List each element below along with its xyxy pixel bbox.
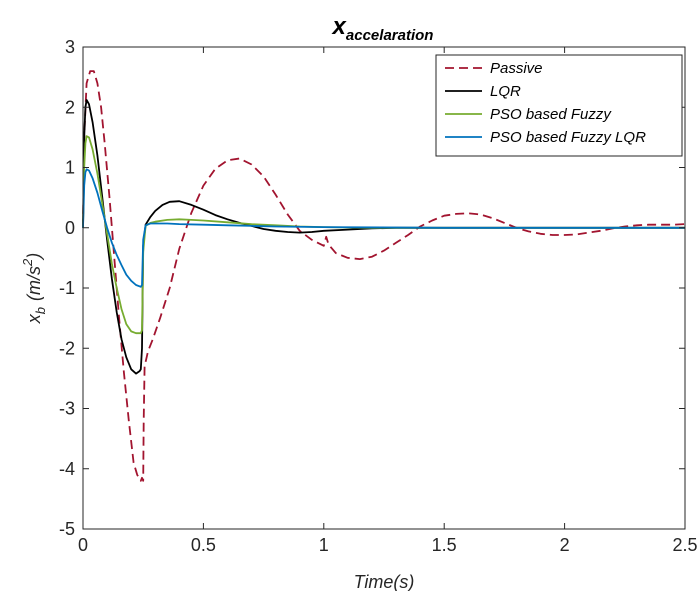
y-axis-label-units: (m/s [24,266,44,301]
y-tick-label: -3 [59,399,75,419]
legend-box [435,54,683,157]
series-line-passive [82,70,686,482]
x-tick-label: 2 [560,535,570,555]
series-line-pso-based-fuzzy-lqr [82,168,685,288]
chart-title-main: x [331,13,348,40]
y-tick-label: 3 [65,37,75,57]
chart-title: xaccelaration [331,13,434,44]
y-axis-label: xb (m/s2) [20,253,48,324]
chart-title-subscript: accelaration [346,27,434,44]
y-tick-label: -2 [59,338,75,358]
y-axis-label-superscript: 2 [20,258,35,267]
y-axis-label-subscript: b [33,307,48,314]
tick-layer: 0 0.5 1 1.5 2 2.5 -5 -4 -3 -2 -1 0 1 2 3 [59,37,698,555]
y-axis-label-symbol: x [24,313,44,324]
y-tick-label: 1 [65,158,75,178]
legend: Passive LQR PSO based Fuzzy PSO based Fuzzy… [435,54,683,157]
legend-label: PSO based Fuzzy [490,106,612,123]
legend-label: Passive [490,60,543,77]
x-axis-label: Time(s) [354,572,415,591]
x-tick-label: 0 [78,535,88,555]
y-tick-label: -1 [59,278,75,298]
x-tick-label: 0.5 [191,535,216,555]
legend-label: PSO based Fuzzy LQR [490,129,646,146]
legend-label: LQR [490,83,521,100]
y-tick-label: -5 [59,519,75,539]
x-tick-label: 2.5 [672,535,697,555]
y-tick-label: 2 [65,97,75,117]
y-tick-label: 0 [65,218,75,238]
x-tick-label: 1 [319,535,329,555]
x-tick-label: 1.5 [432,535,457,555]
y-tick-label: -4 [59,459,75,479]
y-axis-label-units-close: ) [24,253,44,261]
series-layer [82,70,686,482]
